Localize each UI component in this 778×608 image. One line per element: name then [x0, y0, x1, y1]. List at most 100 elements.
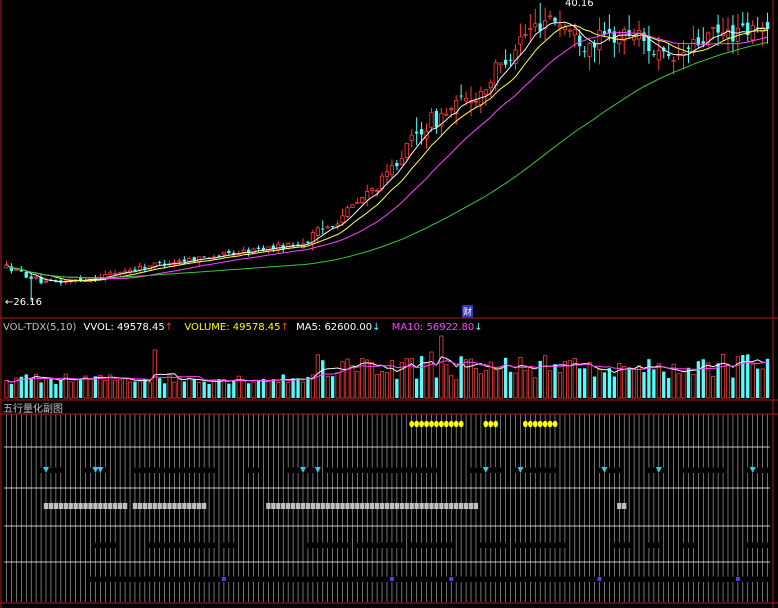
ma10-line [6, 24, 768, 282]
gray-signal [429, 503, 434, 509]
red-signal [355, 576, 360, 582]
red-signal [256, 576, 261, 582]
red-signal [424, 542, 429, 548]
gray-signal [157, 503, 162, 509]
gray-signal [449, 503, 454, 509]
volume-bar [454, 379, 459, 399]
gray-signal [201, 503, 207, 509]
volume-panel[interactable] [4, 335, 770, 399]
red-signal [473, 576, 479, 582]
event-marker-label[interactable]: 财 [462, 305, 474, 318]
red-signal [681, 467, 686, 473]
red-signal [399, 542, 405, 548]
volume-bar [276, 381, 281, 399]
candle-body [419, 129, 424, 135]
volume-bar [379, 371, 385, 399]
red-signal [365, 467, 370, 473]
indicator-panel[interactable] [4, 414, 770, 602]
red-signal [552, 542, 558, 548]
volume-bar [88, 378, 93, 399]
yellow-signal [547, 420, 553, 428]
gray-signal [48, 503, 54, 509]
red-signal [48, 467, 54, 473]
gray-signal [360, 503, 365, 509]
red-signal [592, 576, 597, 582]
volume-bar [538, 360, 542, 398]
yellow-signal [438, 420, 444, 428]
red-signal [755, 467, 760, 473]
volume-bar [261, 378, 266, 398]
gray-signal [345, 503, 350, 509]
volume-bar [725, 364, 731, 399]
red-signal [147, 542, 152, 548]
red-signal [147, 576, 152, 582]
yellow-signal [409, 420, 415, 428]
volume-bar [360, 358, 365, 399]
red-signal [547, 467, 553, 473]
gray-signal [281, 503, 286, 509]
red-signal [498, 576, 503, 582]
red-signal [108, 576, 113, 582]
red-signal [93, 542, 98, 548]
volume-bar [236, 375, 241, 399]
red-signal [300, 576, 306, 582]
volume-bar [39, 382, 43, 398]
cyan-signal [299, 467, 306, 473]
volume-bar [137, 380, 142, 399]
red-signal [266, 576, 271, 582]
red-signal [305, 576, 311, 582]
mark-signal [221, 577, 226, 581]
gray-signal [152, 503, 157, 509]
volume-bar [478, 373, 483, 399]
red-signal [211, 467, 217, 473]
red-signal [197, 542, 202, 548]
red-signal [340, 542, 345, 548]
volume-bar [241, 380, 246, 399]
red-signal [374, 576, 380, 582]
candle-body [19, 270, 23, 272]
yellow-signal [537, 420, 543, 428]
red-signal [384, 467, 390, 473]
volume-bar [133, 381, 137, 398]
red-signal [246, 576, 251, 582]
red-signal [528, 467, 533, 473]
red-signal [350, 576, 355, 582]
candle-body [300, 243, 306, 249]
candle-body [29, 276, 33, 279]
gray-signal [473, 503, 479, 509]
ma60-line [6, 41, 768, 279]
yellow-signal [542, 420, 548, 428]
red-signal [434, 576, 439, 582]
red-signal [340, 576, 345, 582]
red-signal [389, 467, 395, 473]
volume-bar [567, 360, 572, 399]
red-signal [285, 576, 291, 582]
gray-signal [419, 503, 424, 509]
red-signal [162, 576, 167, 582]
high-price-label: 40.16 [565, 0, 594, 9]
candle-body [711, 26, 716, 29]
red-signal [419, 467, 424, 473]
volume-bar [310, 374, 315, 399]
volume-bar [384, 372, 390, 399]
volume-bar [395, 378, 399, 398]
red-signal [162, 542, 167, 548]
red-signal [365, 576, 370, 582]
red-signal [439, 576, 444, 582]
red-signal [192, 542, 197, 548]
candle-body [321, 228, 325, 230]
red-signal [681, 576, 686, 582]
red-signal [345, 467, 350, 473]
candle-body [340, 215, 345, 223]
gray-signal [320, 503, 325, 509]
red-signal [463, 576, 469, 582]
red-signal [503, 542, 508, 548]
red-signal [305, 467, 311, 473]
red-signal [750, 576, 755, 582]
red-signal [320, 542, 325, 548]
price-panel[interactable] [4, 2, 770, 302]
cyan-signal [749, 467, 756, 473]
red-signal [310, 467, 316, 473]
